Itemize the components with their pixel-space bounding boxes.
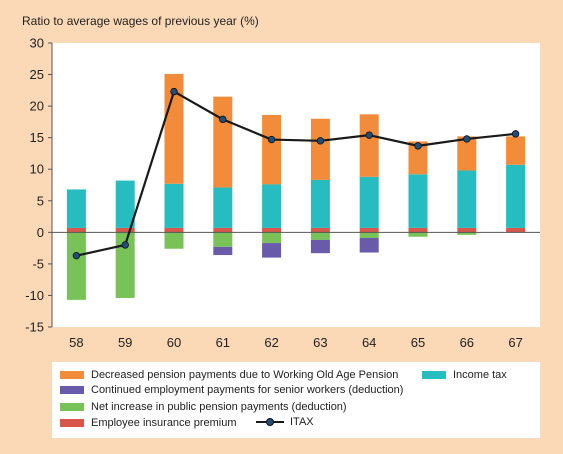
bar-67-series-2 [506, 136, 526, 165]
itax-point-67 [511, 130, 520, 138]
y-tick-label: -5 [32, 256, 44, 271]
x-tick-label: 58 [69, 335, 83, 350]
legend-item-purple: Continued employment payments for senior… [60, 384, 403, 396]
x-tick-label: 65 [411, 335, 425, 350]
x-tick-label: 60 [167, 335, 181, 350]
bar-60-series-2 [164, 73, 184, 184]
legend-label-red: Employee insurance premium [91, 417, 237, 429]
x-axis: 58 59 60 61 62 63 64 65 66 67 [69, 335, 523, 350]
legend-label-orange: Decreased pension payments due to Workin… [91, 369, 399, 381]
itax-line [76, 90, 516, 257]
x-tick-label: 59 [118, 335, 132, 350]
bar-60-series-1 [164, 183, 184, 228]
bar-65-series-2 [408, 141, 428, 175]
bar-67-series-0 [506, 227, 526, 233]
bar-58-series-0 [66, 227, 86, 233]
legend: Decreased pension payments due to Workin… [52, 362, 540, 438]
y-tick-label: 15 [30, 130, 44, 145]
bar-65-series-3 [408, 232, 428, 237]
itax-point-66 [463, 135, 471, 143]
legend-swatch-orange [60, 371, 84, 379]
legend-item-teal: Income tax [422, 369, 507, 381]
legend-item-orange: Decreased pension payments due to Workin… [60, 369, 398, 381]
bar-64-series-1 [359, 176, 379, 228]
x-tick-label: 61 [216, 335, 230, 350]
itax-line-group [72, 87, 520, 260]
bar-63-series-3 [310, 232, 330, 240]
bar-64-series-3 [359, 232, 379, 239]
legend-label-green: Net increase in public pension payments … [91, 401, 347, 413]
y-tick-label: 0 [37, 225, 44, 240]
bar-62-series-0 [262, 227, 282, 233]
bar-62-series-4 [262, 243, 282, 258]
legend-item-itax: ITAX [256, 416, 314, 428]
bar-66-series-3 [457, 232, 477, 235]
bar-63-series-0 [310, 227, 330, 233]
x-tick-label: 67 [508, 335, 522, 350]
itax-point-63 [316, 137, 325, 145]
itax-point-65 [414, 142, 422, 150]
y-tick-label: -15 [25, 320, 44, 335]
bar-66-series-1 [457, 170, 477, 228]
itax-point-61 [219, 115, 227, 124]
legend-swatch-red [60, 419, 84, 427]
legend-item-green: Net increase in public pension payments … [60, 401, 347, 413]
itax-point-60 [170, 87, 178, 96]
bar-60-series-0 [164, 227, 184, 233]
bar-65-series-1 [408, 174, 428, 228]
bar-58-series-1 [66, 189, 86, 228]
bar-60-series-3 [164, 232, 184, 249]
legend-swatch-itax [256, 417, 284, 427]
bar-64-series-2 [359, 114, 379, 177]
chart-title: Ratio to average wages of previous year … [22, 14, 259, 28]
x-tick-label: 62 [264, 335, 278, 350]
y-axis: 30 25 20 15 10 5 0 -5 -10 -15 [25, 36, 53, 335]
legend-label-purple: Continued employment payments for senior… [91, 384, 404, 396]
bar-58-series-3 [66, 232, 86, 300]
bar-61-series-2 [213, 96, 233, 188]
bar-63-series-4 [310, 239, 330, 254]
legend-label-itax: ITAX [290, 416, 314, 428]
itax-point-58 [72, 251, 81, 260]
bar-67-series-1 [506, 164, 526, 228]
legend-item-red: Employee insurance premium [60, 417, 237, 429]
x-tick-label: 66 [460, 335, 474, 350]
bar-62-series-3 [262, 232, 282, 244]
y-tick-label: 25 [30, 67, 44, 82]
bar-59-series-0 [115, 227, 135, 233]
bar-61-series-3 [213, 232, 233, 247]
bars-group [66, 73, 526, 300]
x-tick-label: 63 [313, 335, 327, 350]
itax-point-64 [365, 131, 373, 139]
bar-59-series-3 [115, 232, 135, 298]
bar-62-series-1 [262, 184, 282, 228]
bar-61-series-1 [213, 187, 233, 228]
bar-66-series-0 [457, 227, 477, 233]
y-tick-label: 20 [30, 99, 44, 114]
y-tick-label: 5 [37, 193, 44, 208]
itax-point-62 [267, 135, 276, 144]
bar-63-series-2 [310, 118, 330, 180]
legend-swatch-purple [60, 386, 84, 394]
y-tick-label: 30 [30, 36, 44, 51]
y-tick-label: -10 [25, 288, 44, 303]
legend-label-teal: Income tax [453, 369, 507, 381]
bar-62-series-2 [262, 114, 282, 185]
bar-64-series-0 [359, 227, 379, 233]
bar-61-series-4 [213, 246, 233, 256]
bar-61-series-0 [213, 227, 233, 233]
bar-66-series-2 [457, 136, 477, 171]
itax-point-59 [121, 241, 129, 249]
bar-63-series-1 [310, 179, 330, 228]
bar-59-series-1 [115, 180, 135, 228]
bar-64-series-4 [359, 238, 379, 253]
y-tick-label: 10 [30, 162, 44, 177]
x-tick-label: 64 [362, 335, 376, 350]
legend-swatch-teal [422, 371, 446, 379]
legend-swatch-green [60, 403, 84, 411]
bar-65-series-0 [408, 227, 428, 233]
